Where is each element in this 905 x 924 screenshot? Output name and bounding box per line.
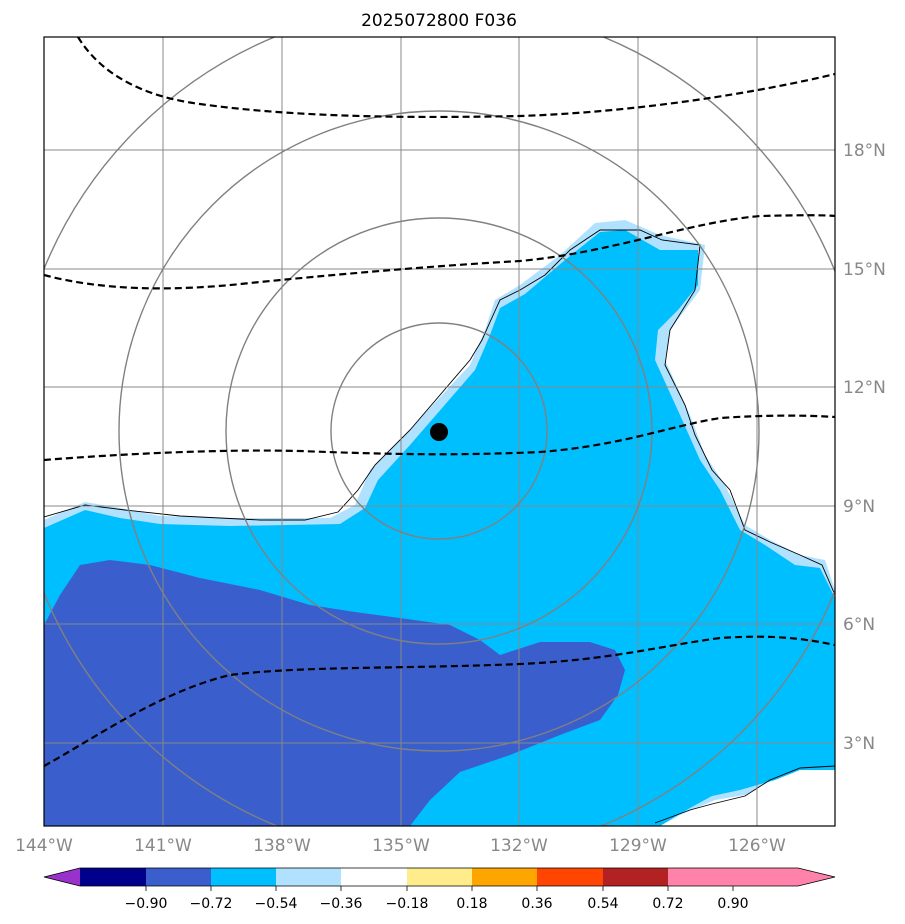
colorbar-segment [146,868,211,886]
lon-labels: 144°W 141°W 138°W 135°W 132°W 129°W 126°… [15,836,786,856]
lon-label: 126°W [728,836,786,856]
coastline [44,229,835,596]
colorbar-tick-label: −0.54 [255,896,298,912]
coastline-south [654,765,835,824]
colorbar-tick-label: −0.18 [386,896,429,912]
map-panel [43,36,836,827]
colorbar-segment [341,868,407,886]
lon-label: 132°W [490,836,548,856]
lat-label: 9°N [843,497,875,517]
lat-label: 6°N [843,615,875,635]
colorbar-tick-label: −0.90 [125,896,168,912]
field-royal-blue [44,560,625,826]
lat-lon-grid [44,37,835,826]
lon-label: 129°W [609,836,667,856]
map-title: 2025072800 F036 [361,11,517,31]
lon-label: 135°W [372,836,430,856]
dashed-contours [44,37,835,767]
lat-label: 3°N [843,734,875,754]
dashed-contour [44,635,835,767]
colorbar-tick-label: 0.36 [521,896,552,912]
colorbar-tick-label: 0.18 [456,896,487,912]
colorbar-segment [537,868,603,886]
range-ring [330,322,548,540]
lon-label: 138°W [253,836,311,856]
lat-label: 15°N [843,260,886,280]
dashed-contour [77,37,835,119]
storm-center-marker [430,423,448,441]
dashed-contour [44,414,835,462]
lat-label: 12°N [843,378,886,398]
lat-labels: 3°N 6°N 9°N 12°N 15°N 18°N [843,141,886,754]
colorbar-segment [668,868,733,886]
colorbar-tick-label: 0.72 [652,896,683,912]
lat-label: 18°N [843,141,886,161]
colorbar-extend-right [733,868,835,886]
range-ring [118,110,760,752]
colorbar-segment [407,868,472,886]
range-ring [225,217,653,645]
lon-label: 141°W [134,836,192,856]
colorbar-tick-label: −0.72 [190,896,233,912]
lon-label: 144°W [15,836,73,856]
range-rings [44,37,835,826]
colorbar-tick-label: −0.36 [320,896,363,912]
colorbar-tick-label: 0.54 [587,896,618,912]
colorbar-segment [472,868,537,886]
colorbar-segment [603,868,668,886]
colorbar: −0.90 −0.72 −0.54 −0.36 −0.18 0.18 0.36 … [43,867,836,912]
colorbar-extend-left [44,868,80,886]
colorbar-segment [211,868,276,886]
colorbar-segment [80,868,146,886]
colorbar-segment [276,868,341,886]
colorbar-tick-label: 0.90 [717,896,748,912]
colorbar-outline [43,867,836,887]
map-frame [43,36,836,827]
